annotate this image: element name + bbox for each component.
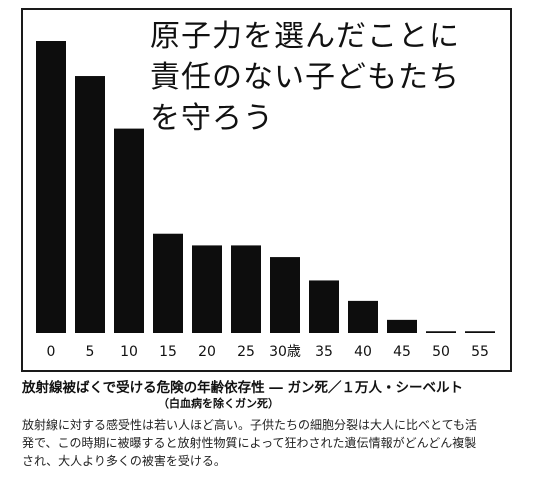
bar-age-11 (465, 331, 495, 333)
caption-body-line-3: され、大人より多くの被害を受ける。 (22, 454, 226, 468)
headline-line-1: 原子力を選んだことに (150, 19, 460, 54)
bar-age-2 (114, 128, 144, 333)
x-tick-label-4: 20 (198, 344, 216, 360)
caption-body-line-1: 放射線に対する感受性は若い人ほど高い。子供たちの細胞分裂は大人に比べとても活 (22, 418, 478, 432)
bar-age-7 (309, 280, 339, 333)
caption-body-line-2: 発で、この時期に被曝すると放射性物質によって狂わされた遺伝情報がどんどん複製 (22, 436, 477, 450)
bar-age-10 (426, 331, 456, 333)
x-tick-label-8: 40 (354, 344, 372, 360)
x-tick-label-2: 10 (120, 344, 138, 360)
bar-age-9 (387, 319, 417, 333)
x-tick-labels: 0 5 10 15 20 25 30歳 35 40 45 50 55 (47, 344, 489, 360)
caption-body: 放射線に対する感受性は若い人ほど高い。子供たちの細胞分裂は大人に比べとても活 発… (22, 416, 522, 470)
x-tick-label-0: 0 (47, 344, 56, 360)
x-tick-label-6: 30歳 (269, 344, 301, 360)
bar-age-3 (153, 233, 183, 333)
x-tick-label-7: 35 (315, 344, 333, 360)
caption-title: 放射線被ばくで受ける危険の年齢依存性 ― ガン死／１万人・シーベルト (22, 380, 463, 396)
age-risk-bar-chart: 0 5 10 15 20 25 30歳 35 40 45 50 55 (36, 41, 495, 360)
headline-line-3: を守ろう (150, 101, 274, 136)
bar-age-4 (192, 245, 222, 333)
headline-line-2: 責任のない子どもたち (150, 60, 460, 95)
bar-age-6 (270, 257, 300, 333)
bar-age-8 (348, 300, 378, 333)
headline: 原子力を選んだことに 責任のない子どもたち を守ろう (150, 16, 490, 139)
x-tick-label-1: 5 (86, 344, 95, 360)
x-tick-label-3: 15 (159, 344, 177, 360)
x-tick-label-11: 55 (471, 344, 489, 360)
caption-subtitle: （白血病を除くガン死） (158, 397, 279, 410)
x-tick-label-5: 25 (237, 344, 255, 360)
bar-age-5 (231, 245, 261, 333)
x-tick-label-9: 45 (393, 344, 411, 360)
bar-age-1 (75, 76, 105, 333)
bars-group (36, 41, 495, 333)
bar-age-0 (36, 41, 66, 333)
x-tick-label-10: 50 (432, 344, 450, 360)
